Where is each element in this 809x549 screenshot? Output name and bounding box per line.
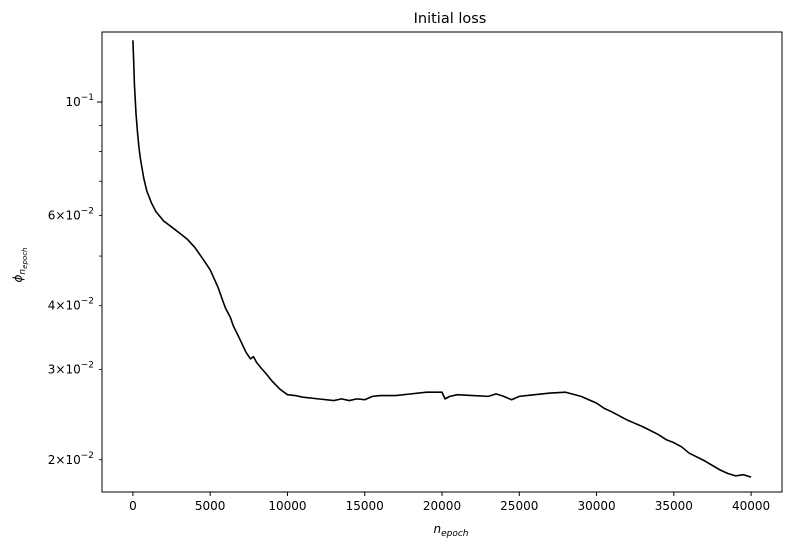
y-tick-label: 4×10−2	[48, 297, 94, 313]
y-axis-ticks: 10−1 2×10−2 3×10−2 4×10−2 6×10−2	[48, 93, 102, 467]
x-tick-label: 25000	[500, 499, 538, 513]
x-tick-label: 20000	[423, 499, 461, 513]
y-tick-label: 10−1	[65, 93, 94, 109]
y-tick-label: 2×10−2	[48, 451, 94, 467]
y-axis-label: ϕnepoch	[11, 248, 29, 283]
y-tick-label: 6×10−2	[48, 207, 94, 223]
x-tick-label: 40000	[732, 499, 770, 513]
plot-area	[132, 40, 752, 478]
plot-frame	[101, 31, 783, 493]
chart-title: Initial loss	[414, 11, 487, 27]
x-tick-label: 15000	[346, 499, 384, 513]
x-tick-label: 35000	[655, 499, 693, 513]
x-tick-label: 10000	[268, 499, 306, 513]
y-tick-label: 3×10−2	[48, 361, 94, 377]
x-tick-label: 30000	[577, 499, 615, 513]
loss-series-line	[132, 40, 752, 478]
x-tick-label: 0	[129, 499, 137, 513]
x-axis-label: nepoch	[433, 522, 468, 539]
x-tick-label: 5000	[195, 499, 226, 513]
x-axis-ticks: 0 5000 10000 15000 20000 25000 30000 35000 40000	[129, 492, 770, 513]
